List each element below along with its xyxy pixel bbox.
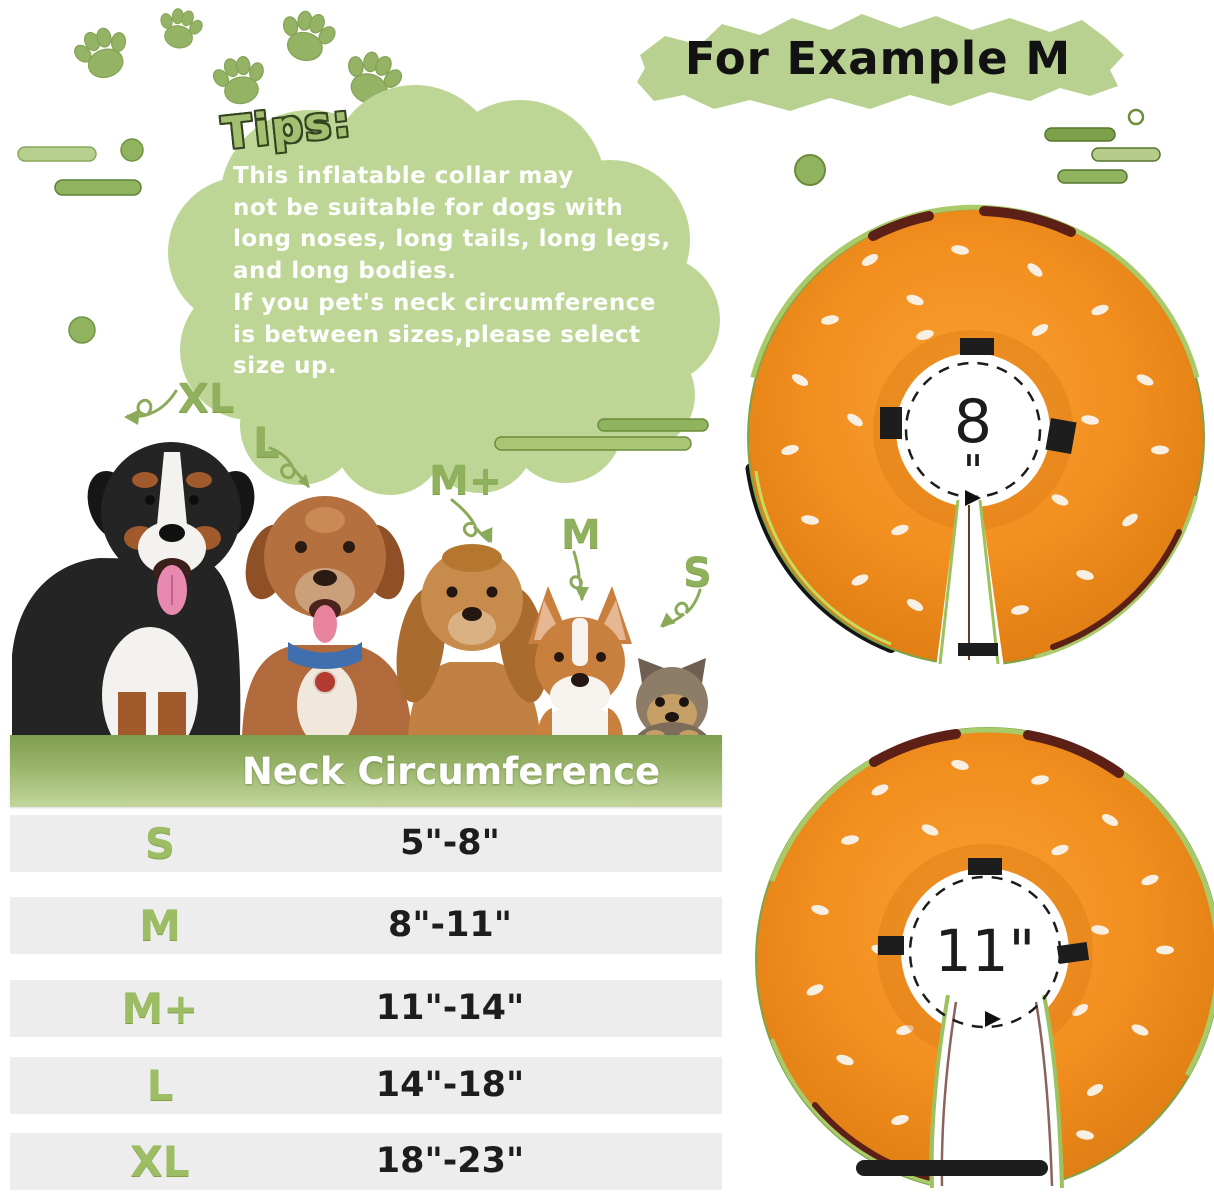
size-table-header-label: Neck Circumference [241, 749, 661, 793]
collar-11in-illustration [755, 727, 1214, 1192]
left-decor-lines [17, 138, 144, 344]
dog-photo-l [242, 496, 412, 747]
size-label-m-plus: M+ [429, 458, 503, 504]
table-row-l: L 14"-18" [10, 1057, 722, 1114]
banner-brush-stroke [637, 14, 1124, 111]
collar-strap [856, 1160, 1048, 1176]
cloud-decor-lines [494, 418, 709, 451]
row-size-label: S [144, 819, 176, 868]
row-size-label: M [139, 901, 181, 950]
measure-arrow-icon [985, 1011, 1001, 1027]
row-size-value: 14"-18" [375, 1065, 525, 1105]
row-size-label: L [146, 1061, 174, 1110]
size-label-xl: XL [178, 376, 235, 422]
tips-cloud [168, 85, 720, 495]
collar-tabs [856, 858, 1090, 1176]
paw-print-icons [66, 3, 410, 113]
table-row-s: S 5"-8" [10, 815, 722, 872]
collar-8in-unit: " [962, 446, 984, 497]
table-row-xl: XL 18"-23" [10, 1133, 722, 1190]
size-label-arrows [124, 389, 702, 628]
banner-title: For Example M [684, 32, 1072, 85]
size-label-m: M [561, 512, 601, 558]
row-size-value: 11"-14" [375, 988, 525, 1028]
row-size-label: XL [130, 1137, 190, 1186]
collar-11in-measurement: 11" [934, 917, 1036, 985]
size-label-l: L [253, 418, 280, 467]
collar-8in-illustration [745, 204, 1205, 668]
size-label-s: S [683, 550, 712, 596]
table-row-m-plus: M+ 11"-14" [10, 980, 722, 1037]
row-size-label: M+ [121, 984, 199, 1033]
collar-tabs [880, 338, 1077, 656]
collar-strap [958, 643, 998, 656]
row-size-value: 18"-23" [375, 1141, 525, 1181]
right-decor-lines [794, 108, 1161, 186]
dog-photo-m-plus [396, 544, 548, 737]
sesame-seeds [781, 245, 1169, 615]
row-size-value: 5"-8" [400, 823, 500, 863]
measure-arrow-icon [965, 490, 981, 506]
table-row-m: M 8"-11" [10, 897, 722, 954]
collar-8in-measurement: 8 [953, 387, 993, 457]
tips-body-text: This inflatable collar may not be suitab… [233, 163, 671, 380]
size-table-header: Neck Circumference [10, 735, 722, 807]
row-size-value: 8"-11" [387, 905, 513, 945]
dog-photo-xl [12, 442, 255, 763]
